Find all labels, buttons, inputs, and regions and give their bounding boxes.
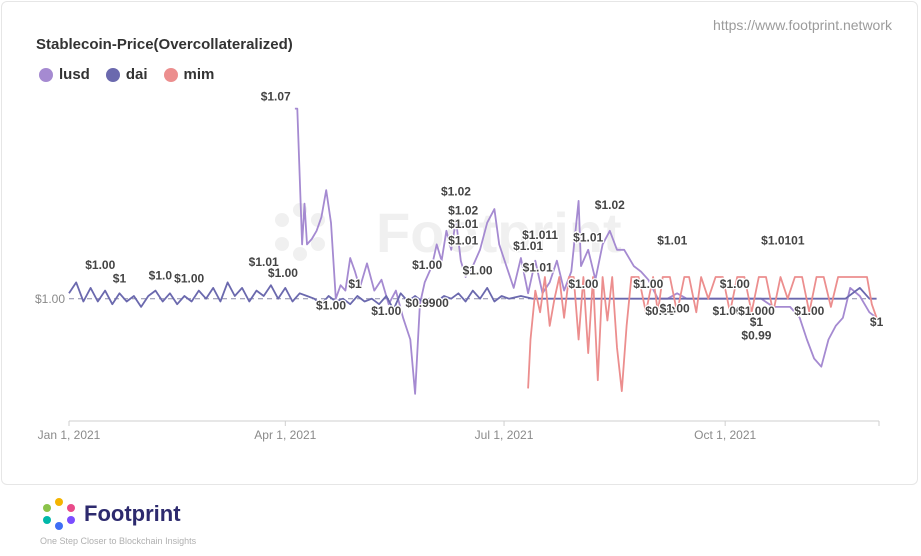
data-label: $1.07 [261,89,291,103]
x-tick-label: Jul 1, 2021 [475,428,534,442]
x-tick-label: Oct 1, 2021 [694,428,756,442]
footer-logo[interactable]: Footprint [40,497,181,531]
data-label: $1.00 [316,299,346,313]
data-label: $1.00 [720,277,750,291]
data-label: $1 [870,315,884,329]
data-label: $1 [348,277,362,291]
data-label: $1.01 [448,233,478,247]
data-label: $1.01 [448,217,478,231]
data-label: $1.011 [522,228,558,242]
legend-item-lusd[interactable]: lusd [39,66,90,83]
data-label: $1.02 [595,198,625,212]
chart-svg: Footprint Jan 1, 2021 Apr 1, 2021 Jul 1, 2… [35,88,885,442]
data-label: $1.02 [448,204,478,218]
legend: lusd dai mim [39,66,214,83]
data-label: $1 [113,271,127,285]
data-label: $1.02 [441,185,471,199]
data-label: $1.00 [371,304,401,318]
data-label: $1.01 [513,239,543,253]
data-label: $1.00 [85,258,115,272]
axes: Jan 1, 2021 Apr 1, 2021 Jul 1, 2021 Oct 1, … [35,292,880,442]
data-label: $1.00 [794,304,824,318]
legend-dot-mim [163,67,178,82]
y-tick-label: $1.00 [35,292,65,306]
data-label: $1.01 [523,261,553,275]
series-lines [68,107,878,395]
series-line-dai[interactable] [68,281,877,311]
legend-dot-dai [105,67,120,82]
data-label: $0.99 [741,329,771,343]
data-label: $1.0 [149,269,173,283]
site-url[interactable]: https://www.footprint.network [713,17,892,33]
chart-title: Stablecoin-Price(Overcollateralized) [36,36,293,53]
legend-item-dai[interactable]: dai [105,66,148,83]
series-line-mim[interactable] [527,276,878,392]
legend-label-mim: mim [183,66,215,83]
legend-dot-lusd [39,67,53,82]
footer-brand: Footprint [84,501,181,526]
footer-tagline: One Step Closer to Blockchain Insights [40,536,197,546]
watermark-logo-icon [275,203,325,261]
legend-label-lusd: lusd [59,66,90,83]
data-label: $1.000 [738,304,775,318]
data-label: $1.00 [713,304,743,318]
data-label: $0.99 [645,304,675,318]
data-label: $1.01 [249,255,279,269]
data-label: $1.00 [412,258,442,272]
data-label: $1.00 [268,266,298,280]
data-label: $1.00 [568,277,598,291]
data-label: $1.00 [660,301,690,315]
data-labels: $1.07$1.00$1 $1.0 $1.00$1.01$1.00$1.00$1$1… [84,88,885,344]
x-tick-label: Jan 1, 2021 [38,428,101,442]
data-label: $1.00 [174,271,204,285]
data-label: $1.00 [633,277,663,291]
data-label: $1.00 [463,263,493,277]
legend-label-dai: dai [125,66,148,83]
data-label: $1 [750,315,764,329]
data-label: $1.01 [657,233,687,247]
data-label: $0.9900 [405,296,449,310]
legend-item-mim[interactable]: mim [163,66,215,83]
data-label: $1.0101 [761,233,805,247]
x-tick-label: Apr 1, 2021 [254,428,316,442]
footprint-logo-icon [43,498,75,530]
data-label: $1.01 [573,231,603,245]
